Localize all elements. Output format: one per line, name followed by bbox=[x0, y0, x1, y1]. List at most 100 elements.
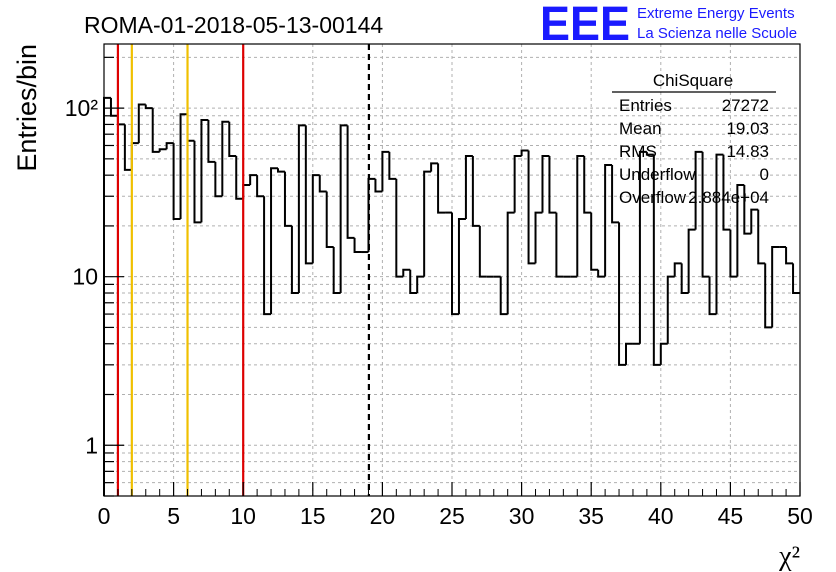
stats-label-overflow: Overflow bbox=[619, 188, 687, 207]
x-tick-label: 30 bbox=[509, 503, 535, 529]
y-axis-title: Entries/bin bbox=[12, 44, 42, 172]
histogram-bin bbox=[659, 342, 668, 365]
x-tick-label: 25 bbox=[439, 503, 465, 529]
stats-label-underflow: Underflow bbox=[619, 165, 696, 184]
histogram-bin bbox=[604, 163, 613, 277]
stats-label-entries: Entries bbox=[619, 96, 672, 115]
histogram-bin bbox=[416, 275, 425, 294]
histogram-bin bbox=[395, 178, 404, 278]
histogram-bin bbox=[757, 209, 766, 265]
histogram-bin bbox=[611, 164, 620, 224]
histogram-bin bbox=[297, 124, 306, 294]
histogram-bin bbox=[534, 211, 543, 264]
histogram-bin bbox=[513, 154, 522, 213]
histogram-bin bbox=[506, 211, 515, 315]
histogram-bin bbox=[576, 154, 585, 277]
y-tick-label: 10² bbox=[65, 95, 99, 121]
histogram-bin bbox=[792, 263, 800, 295]
histogram-bin bbox=[736, 183, 745, 277]
histogram-bin bbox=[645, 151, 654, 156]
histogram-bin bbox=[123, 124, 132, 171]
histogram-bin bbox=[200, 118, 209, 223]
x-tick-label: 20 bbox=[370, 503, 396, 529]
histogram-bin bbox=[590, 212, 599, 271]
histogram-bin bbox=[304, 125, 313, 265]
histogram-bin bbox=[221, 120, 230, 197]
stats-box: ChiSquare Entries 27272 Mean 19.03 RMS 1… bbox=[612, 71, 776, 207]
histogram-bin bbox=[381, 150, 390, 192]
histogram-bin bbox=[652, 154, 661, 366]
histogram-bin bbox=[471, 155, 480, 227]
histogram-bin bbox=[625, 342, 633, 365]
histogram-bin bbox=[583, 155, 592, 214]
x-tick-label: 45 bbox=[718, 503, 744, 529]
logo-line-2: La Scienza nelle Scuole bbox=[637, 25, 797, 42]
histogram-bin bbox=[666, 275, 675, 344]
histogram-bin bbox=[214, 161, 223, 198]
histogram-bin bbox=[165, 142, 174, 150]
histogram-bin bbox=[353, 237, 362, 254]
histogram-bin bbox=[499, 276, 508, 316]
histogram-bin bbox=[283, 171, 292, 227]
histogram-bin bbox=[729, 229, 738, 278]
histogram-bin bbox=[144, 104, 153, 110]
histogram-bin bbox=[318, 175, 327, 193]
histogram-bin bbox=[374, 178, 383, 193]
histogram-bin bbox=[172, 143, 181, 220]
stats-value-underflow: 0 bbox=[760, 165, 769, 184]
histogram-bin bbox=[256, 175, 265, 198]
histogram-bin bbox=[715, 153, 724, 315]
grid-layer bbox=[104, 44, 800, 497]
histogram-bin bbox=[179, 113, 188, 219]
histogram-bin bbox=[701, 151, 710, 278]
marker-lines-layer bbox=[116, 44, 370, 496]
histogram-layer bbox=[103, 96, 800, 496]
histogram-bin bbox=[151, 108, 160, 153]
histogram-bin bbox=[437, 163, 446, 214]
histogram-bin bbox=[103, 96, 111, 496]
histogram-bin bbox=[207, 119, 216, 163]
histogram-bin bbox=[277, 168, 285, 173]
y-tick-label: 10 bbox=[72, 264, 98, 290]
histogram-bin bbox=[409, 269, 418, 295]
x-tick-label: 0 bbox=[98, 503, 111, 529]
histogram-bin bbox=[764, 263, 773, 329]
histogram-bin bbox=[402, 268, 411, 277]
x-tick-label: 50 bbox=[787, 503, 813, 529]
x-tick-label: 10 bbox=[230, 503, 256, 529]
ticks-layer: 0 5 10 15 20 25 30 35 40 45 50 1 10 10² bbox=[65, 56, 813, 529]
histogram-bin bbox=[548, 155, 557, 214]
histogram-bin bbox=[423, 170, 432, 277]
x-tick-label: 15 bbox=[300, 503, 326, 529]
stats-value-overflow: 2.884e+04 bbox=[688, 188, 769, 207]
stats-value-rms: 14.83 bbox=[726, 142, 769, 161]
histogram-bin bbox=[680, 263, 689, 295]
stats-title: ChiSquare bbox=[653, 71, 733, 90]
run-title: ROMA-01-2018-05-13-00144 bbox=[84, 12, 383, 38]
histogram-bin bbox=[249, 174, 258, 185]
stats-label-rms: RMS bbox=[619, 142, 657, 161]
histogram-bin bbox=[193, 140, 202, 224]
histogram-bin bbox=[457, 217, 466, 315]
histogram-bin bbox=[520, 149, 529, 156]
histogram-bin bbox=[235, 155, 244, 200]
histogram-bin bbox=[228, 121, 237, 157]
histogram-bin bbox=[270, 167, 278, 315]
histogram-bin bbox=[339, 124, 348, 294]
stats-value-entries: 27272 bbox=[722, 96, 769, 115]
histogram-bin bbox=[451, 212, 459, 316]
stats-value-mean: 19.03 bbox=[726, 119, 769, 138]
histogram-bin bbox=[743, 184, 752, 235]
histogram-bin bbox=[527, 150, 536, 265]
stats-label-mean: Mean bbox=[619, 119, 662, 138]
x-axis-title: χ² bbox=[778, 541, 800, 572]
histogram-bin bbox=[750, 208, 759, 234]
y-tick-label: 1 bbox=[85, 432, 98, 458]
histogram-bin bbox=[694, 150, 703, 230]
histogram-bin bbox=[687, 228, 696, 294]
histogram-bin bbox=[464, 154, 473, 219]
histogram-bin bbox=[332, 246, 341, 295]
x-tick-label: 5 bbox=[167, 503, 180, 529]
histogram-bin bbox=[325, 191, 334, 248]
